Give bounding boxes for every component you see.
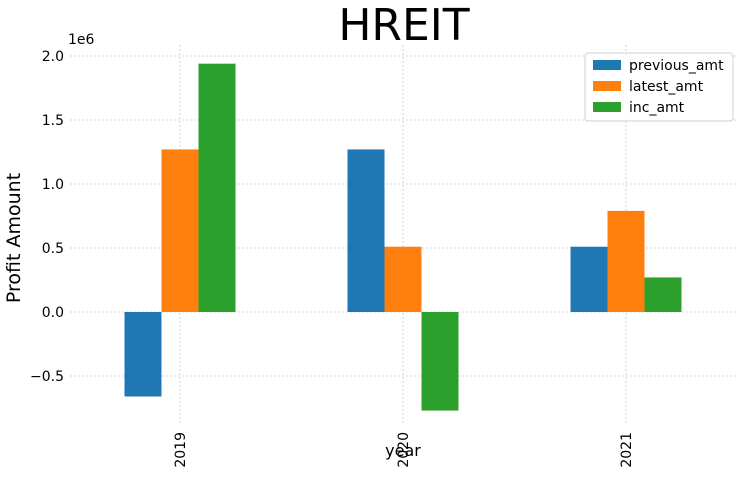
legend-label-inc_amt: inc_amt	[629, 100, 685, 116]
x-axis-label: year	[385, 441, 421, 460]
legend-swatch-inc_amt	[593, 102, 621, 112]
x-axis-ticks: 2019 2020 2021	[173, 432, 635, 468]
bar-inc_amt-2021	[644, 277, 682, 312]
y-tick-label: 0.0	[42, 305, 64, 321]
legend-label-previous_amt: previous_amt	[629, 58, 724, 74]
chart-title: HREIT	[338, 0, 469, 51]
bar-latest_amt-2021	[607, 210, 645, 312]
y-axis-label: Profit Amount	[3, 173, 25, 303]
bar-previous_amt-2021	[570, 246, 608, 312]
x-tick-label: 2019	[173, 432, 189, 468]
bar-latest_amt-2020	[384, 246, 422, 312]
bar-previous_amt-2019	[124, 312, 162, 397]
y-scale-label: 1e6	[68, 32, 95, 48]
legend-label-latest_amt: latest_amt	[629, 79, 704, 95]
bar-latest_amt-2019	[161, 149, 199, 312]
x-tick-label: 2020	[396, 432, 412, 468]
bar-previous_amt-2020	[347, 149, 385, 312]
bar-inc_amt-2019	[198, 63, 236, 313]
bar-inc_amt-2020	[421, 312, 459, 411]
y-tick-label: 0.5	[42, 241, 64, 257]
bars	[124, 63, 682, 411]
y-tick-label: 2.0	[42, 49, 64, 65]
y-tick-label: −0.5	[30, 369, 64, 385]
x-tick-label: 2021	[619, 432, 635, 468]
legend-swatch-latest_amt	[593, 81, 621, 91]
y-tick-label: 1.0	[42, 177, 64, 193]
y-tick-label: 1.5	[42, 113, 64, 129]
y-axis-ticks: −0.5 0.0 0.5 1.0 1.5 2.0	[30, 49, 64, 385]
legend: previous_amt latest_amt inc_amt	[584, 52, 734, 122]
legend-box	[584, 52, 734, 122]
legend-swatch-previous_amt	[593, 60, 621, 70]
